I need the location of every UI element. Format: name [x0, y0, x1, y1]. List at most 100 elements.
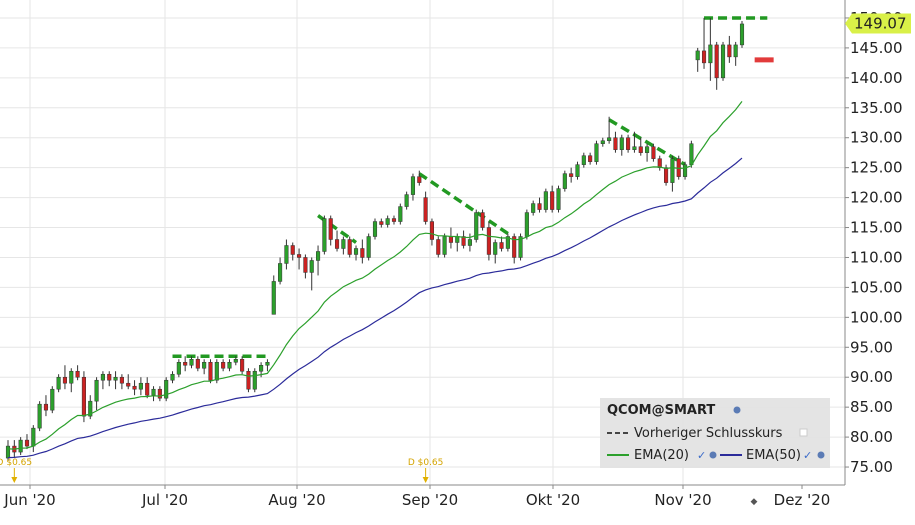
candle — [366, 233, 371, 261]
candle-body — [372, 221, 378, 237]
x-tick-label: Jun '20 — [3, 491, 55, 509]
candle-body — [714, 44, 719, 79]
candle — [62, 365, 67, 390]
candle-body — [278, 263, 283, 282]
candle-body — [214, 362, 219, 381]
candle — [265, 359, 270, 372]
candle-body — [119, 376, 124, 384]
candle-body — [271, 281, 276, 315]
candle-body — [664, 167, 669, 183]
candle — [505, 233, 510, 252]
candle — [145, 377, 150, 399]
candle — [24, 434, 30, 450]
candle-body — [670, 158, 675, 183]
candle — [360, 239, 365, 264]
candle — [537, 197, 542, 213]
trendline — [418, 172, 509, 235]
candle — [56, 374, 61, 393]
ema50-line — [7, 157, 743, 459]
legend-ema20-check-icon[interactable]: ✓ — [697, 449, 706, 462]
candle-body — [436, 239, 441, 255]
candle-body — [493, 242, 498, 255]
candle — [246, 368, 251, 393]
candle-body — [208, 362, 213, 381]
candle — [524, 209, 529, 240]
candle — [322, 215, 327, 255]
candle-body — [75, 370, 80, 378]
candle-body — [739, 23, 745, 46]
candle-body — [379, 221, 384, 225]
candle — [252, 368, 257, 393]
candle-body — [18, 439, 23, 453]
candle — [164, 377, 169, 402]
candle — [429, 218, 434, 246]
legend-title: QCOM@SMART — [607, 403, 715, 418]
candle-body — [164, 379, 169, 399]
candle — [347, 236, 352, 258]
legend-prev-close-label: Vorheriger Schlusskurs — [634, 426, 783, 441]
candle-body — [733, 44, 738, 58]
candle — [600, 137, 605, 147]
candle — [442, 233, 447, 258]
candle-body — [550, 191, 555, 210]
candle-body — [37, 403, 42, 429]
candle — [626, 134, 631, 153]
candle-body — [316, 251, 321, 261]
candle — [227, 359, 232, 372]
legend-prev-close-checkbox[interactable] — [799, 428, 808, 437]
legend-ema50-label: EMA(50) — [746, 448, 801, 463]
candle — [632, 131, 637, 153]
future-marker-icon: ◆ — [751, 497, 758, 507]
y-tick-label: 100.00 — [850, 308, 903, 326]
candle-body — [442, 236, 447, 255]
legend-ema50-check-icon[interactable]: ✓ — [803, 449, 812, 462]
candle — [341, 236, 346, 255]
candle-body — [360, 248, 365, 258]
legend-ema50-settings-icon[interactable] — [817, 451, 825, 459]
candle-body — [727, 44, 732, 58]
candle — [550, 185, 555, 213]
candle-body — [233, 359, 238, 363]
candle — [37, 401, 42, 432]
candle — [499, 236, 504, 252]
candle — [81, 371, 86, 423]
candle — [708, 17, 713, 81]
candle — [720, 41, 726, 81]
candle-body — [221, 362, 226, 369]
candle — [170, 371, 175, 384]
candle-body — [138, 382, 143, 390]
candle — [43, 395, 49, 417]
candle — [739, 20, 745, 48]
legend-ema20-settings-icon[interactable] — [709, 451, 717, 459]
candle-body — [24, 439, 30, 447]
legend-settings-icon[interactable] — [733, 406, 741, 414]
dividend-marker[interactable]: D $0.65 — [0, 458, 32, 483]
candle — [119, 374, 124, 390]
candle-body — [588, 155, 593, 162]
candle-body — [43, 403, 49, 411]
y-tick-label: 135.00 — [850, 99, 903, 117]
candle-body — [284, 245, 289, 264]
candle-body — [309, 260, 314, 273]
y-tick-label: 125.00 — [850, 159, 903, 177]
candle-body — [626, 137, 631, 150]
candle — [183, 356, 188, 372]
candle — [531, 200, 536, 216]
candle-body — [651, 146, 656, 159]
y-tick-label: 120.00 — [850, 189, 903, 207]
candle — [436, 236, 441, 258]
candle-body — [107, 373, 112, 381]
candle — [512, 233, 517, 264]
candle-body — [157, 388, 162, 399]
x-tick-label: Aug '20 — [268, 491, 325, 509]
candle — [372, 218, 378, 240]
candle — [461, 230, 466, 249]
candle-body — [170, 373, 175, 381]
y-tick-label: 80.00 — [850, 428, 893, 446]
dividend-marker[interactable]: D $0.65 — [408, 458, 444, 483]
candle — [410, 173, 416, 201]
candle — [151, 386, 156, 402]
candle-body — [297, 254, 302, 258]
candle-body — [353, 248, 359, 255]
y-tick-label: 110.00 — [850, 248, 903, 266]
